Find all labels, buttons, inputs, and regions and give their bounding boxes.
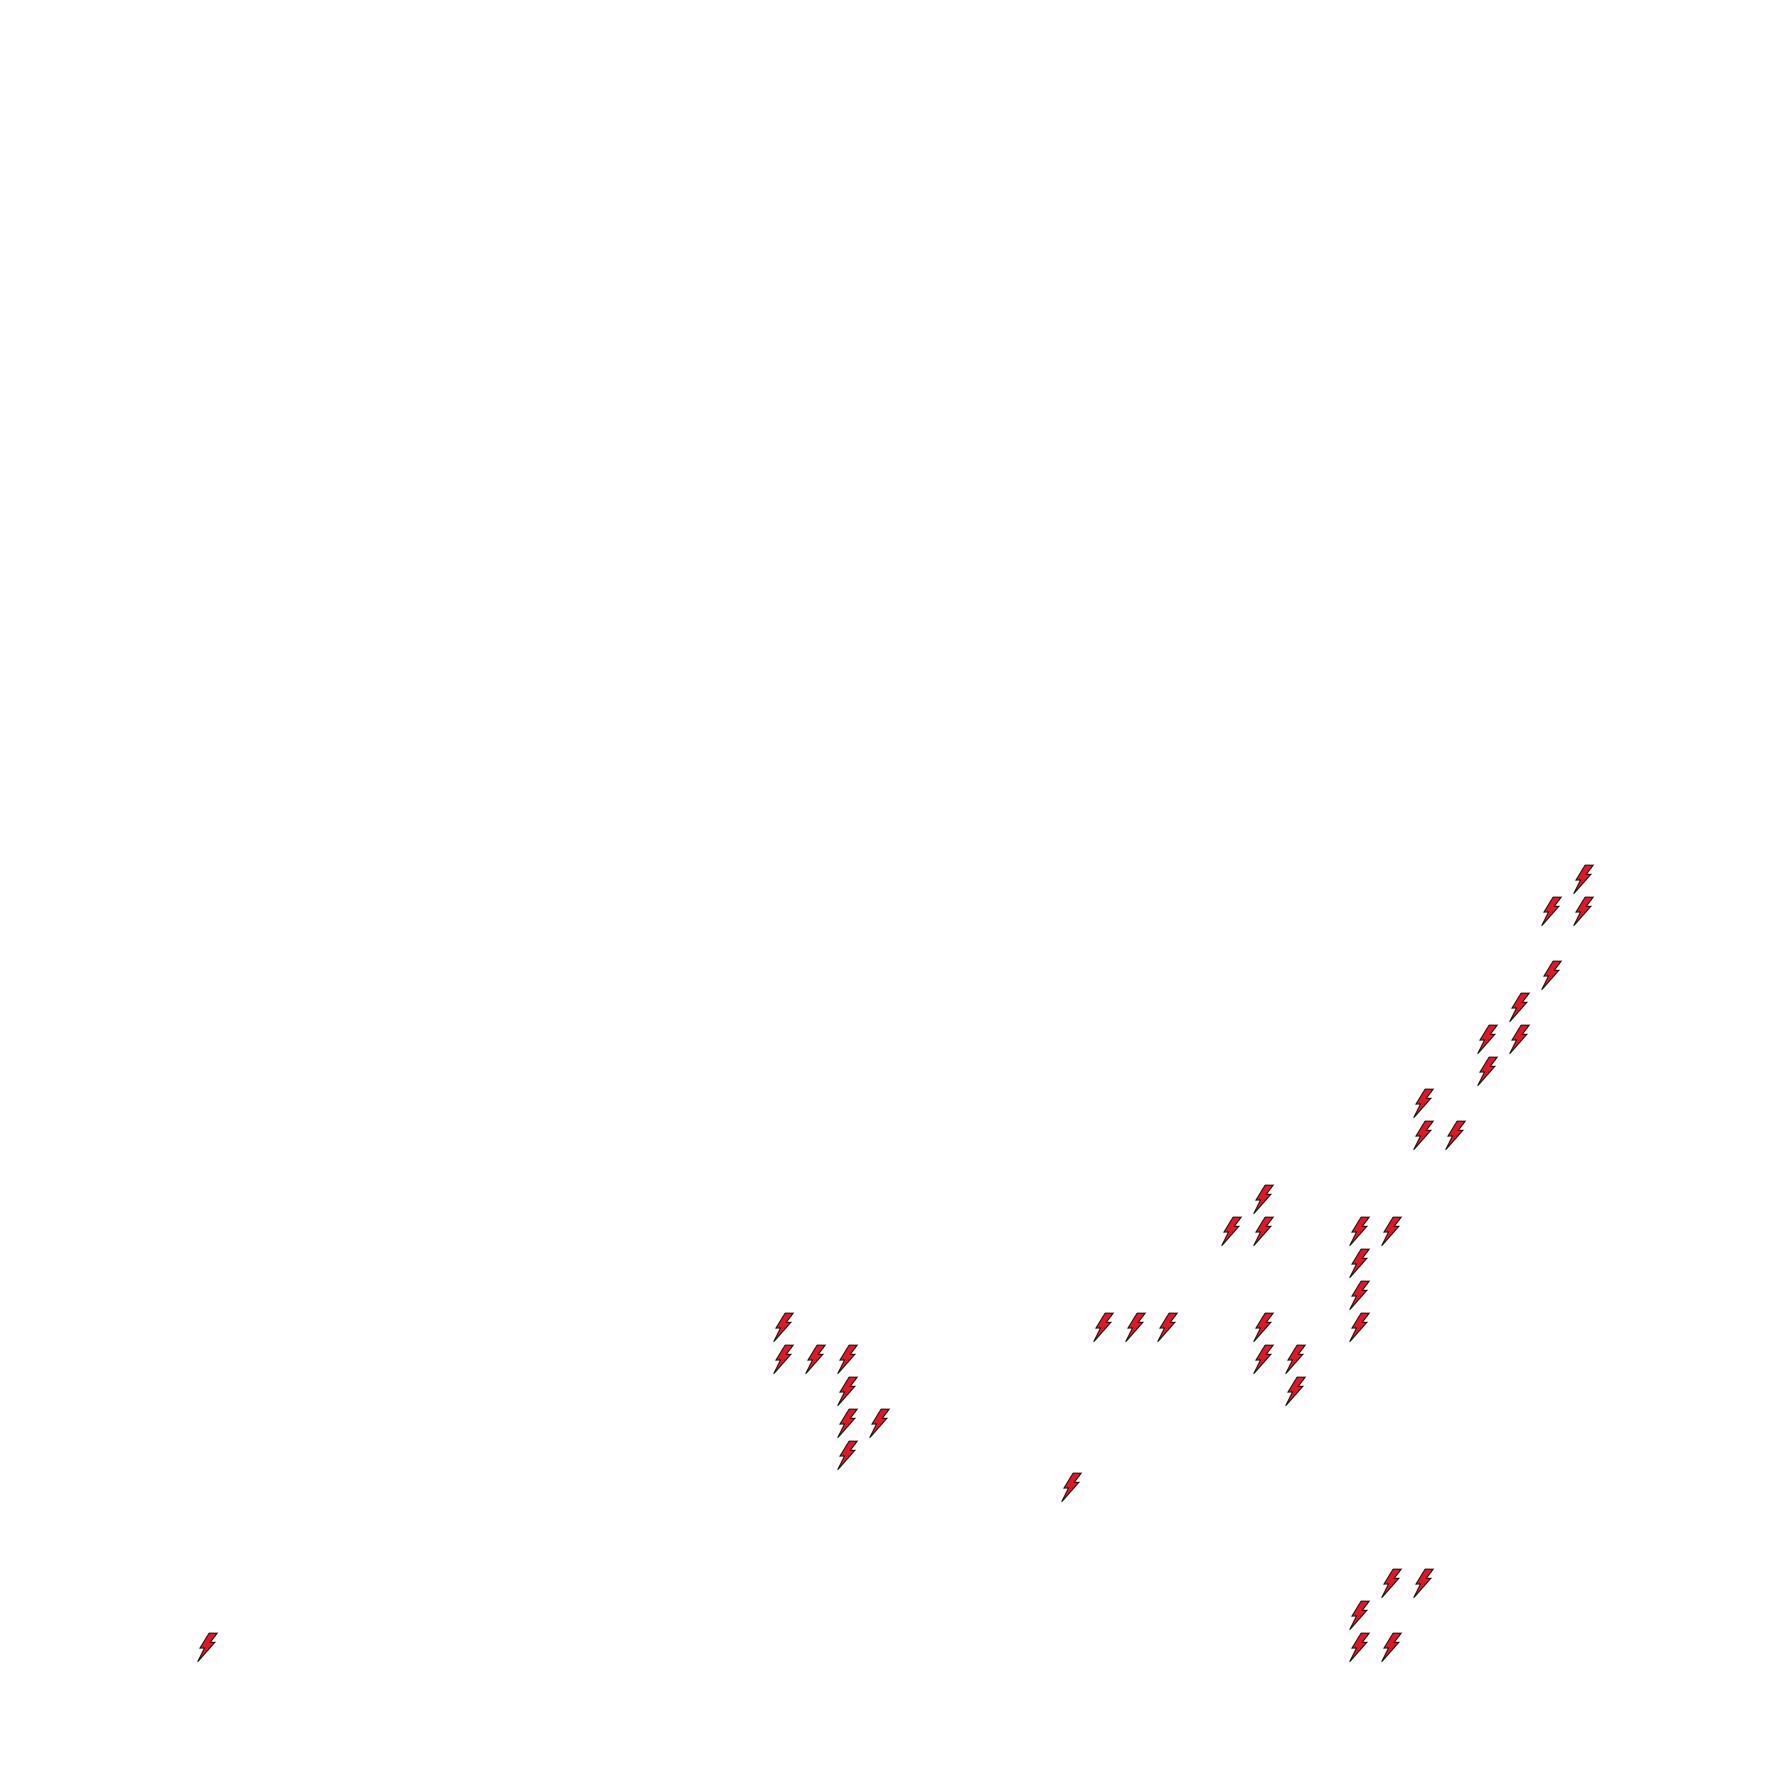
map-background xyxy=(0,0,1792,1792)
map xyxy=(0,0,1792,1792)
page: (() => { const data = JSON.parse(documen… xyxy=(0,0,1792,1792)
